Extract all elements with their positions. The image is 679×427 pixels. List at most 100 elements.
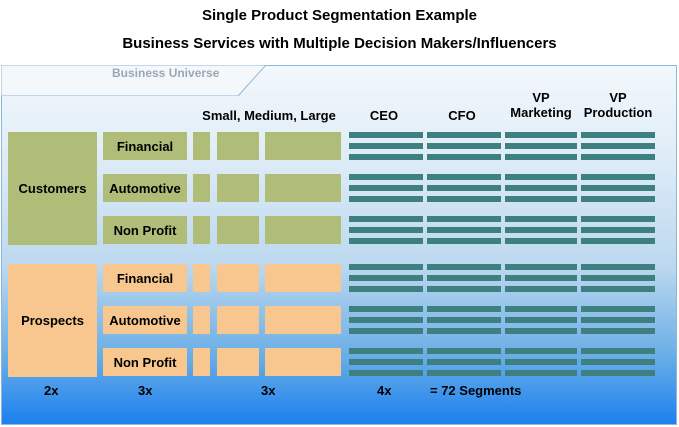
role-bar bbox=[505, 359, 577, 365]
role-bar bbox=[581, 154, 655, 160]
business-universe-label: Business Universe bbox=[112, 66, 220, 80]
role-bar bbox=[581, 370, 655, 376]
role-bar bbox=[349, 359, 423, 365]
role-bar bbox=[581, 286, 655, 292]
business-universe-tab bbox=[1, 65, 266, 96]
industry-block bbox=[103, 348, 187, 376]
role-bar bbox=[505, 317, 577, 323]
role-bar bbox=[427, 238, 501, 244]
role-bar bbox=[581, 132, 655, 138]
role-bar bbox=[349, 306, 423, 312]
industry-block bbox=[103, 264, 187, 292]
role-bar bbox=[349, 317, 423, 323]
role-bar bbox=[427, 227, 501, 233]
diagram-subtitle: Business Services with Multiple Decision… bbox=[122, 35, 557, 52]
role-bar bbox=[427, 216, 501, 222]
size-block bbox=[217, 216, 259, 244]
size-block bbox=[217, 132, 259, 160]
industry-label: Automotive bbox=[109, 180, 181, 196]
role-bar bbox=[505, 185, 577, 191]
role-bar bbox=[505, 264, 577, 270]
role-bar bbox=[505, 196, 577, 202]
industry-block bbox=[103, 174, 187, 202]
size-block bbox=[193, 132, 210, 160]
size-block bbox=[217, 264, 259, 292]
role-bar bbox=[349, 275, 423, 281]
role-bar bbox=[581, 174, 655, 180]
header-size: Small, Medium, Large bbox=[202, 108, 336, 123]
header-vp-production: VP Production bbox=[583, 90, 653, 120]
size-block bbox=[265, 216, 341, 244]
role-bar bbox=[505, 132, 577, 138]
header-ceo: CEO bbox=[369, 108, 399, 123]
count-total: = 72 Segments bbox=[430, 383, 522, 398]
role-bar bbox=[349, 154, 423, 160]
industry-label: Non Profit bbox=[113, 222, 177, 238]
header-cfo: CFO bbox=[448, 108, 476, 123]
industry-label: Financial bbox=[116, 270, 174, 286]
role-bar bbox=[427, 370, 501, 376]
role-bar bbox=[427, 328, 501, 334]
role-bar bbox=[505, 306, 577, 312]
size-block bbox=[217, 348, 259, 376]
role-bar bbox=[427, 359, 501, 365]
role-bar bbox=[505, 154, 577, 160]
role-bar bbox=[349, 132, 423, 138]
group-block-prospects bbox=[8, 264, 97, 377]
role-bar bbox=[427, 264, 501, 270]
role-bar bbox=[427, 306, 501, 312]
role-bar bbox=[581, 348, 655, 354]
role-bar bbox=[581, 238, 655, 244]
role-bar bbox=[349, 174, 423, 180]
role-bar bbox=[427, 132, 501, 138]
industry-block bbox=[103, 306, 187, 334]
count-industries: 3x bbox=[138, 383, 153, 398]
role-bar bbox=[349, 286, 423, 292]
role-bar bbox=[349, 185, 423, 191]
role-bar bbox=[581, 275, 655, 281]
role-bar bbox=[505, 348, 577, 354]
role-bar bbox=[349, 348, 423, 354]
industry-label: Automotive bbox=[109, 312, 181, 328]
size-block bbox=[193, 216, 210, 244]
role-bar bbox=[581, 196, 655, 202]
role-bar bbox=[505, 227, 577, 233]
role-bar bbox=[505, 216, 577, 222]
size-block bbox=[193, 348, 210, 376]
role-bar bbox=[349, 328, 423, 334]
role-bar bbox=[349, 370, 423, 376]
role-bar bbox=[505, 370, 577, 376]
size-block bbox=[193, 264, 210, 292]
role-bar bbox=[427, 286, 501, 292]
group-label-customers: Customers bbox=[18, 181, 87, 196]
role-bar bbox=[581, 317, 655, 323]
count-sizes: 3x bbox=[261, 383, 276, 398]
size-block bbox=[217, 174, 259, 202]
role-bar bbox=[581, 328, 655, 334]
role-bar bbox=[349, 264, 423, 270]
role-bar bbox=[505, 174, 577, 180]
role-bar bbox=[349, 227, 423, 233]
group-label-prospects: Prospects bbox=[21, 313, 84, 328]
size-block bbox=[193, 174, 210, 202]
count-groups: 2x bbox=[44, 383, 59, 398]
size-block bbox=[193, 306, 210, 334]
size-block bbox=[265, 132, 341, 160]
role-bar bbox=[581, 185, 655, 191]
role-bar bbox=[349, 143, 423, 149]
role-bar bbox=[505, 143, 577, 149]
role-bar bbox=[427, 154, 501, 160]
role-bar bbox=[427, 185, 501, 191]
role-bar bbox=[581, 227, 655, 233]
role-bar bbox=[427, 196, 501, 202]
role-bar bbox=[505, 328, 577, 334]
role-bar bbox=[581, 216, 655, 222]
group-block-customers bbox=[8, 132, 97, 245]
size-block bbox=[217, 306, 259, 334]
size-block bbox=[265, 348, 341, 376]
role-bar bbox=[427, 143, 501, 149]
industry-block bbox=[103, 216, 187, 244]
industry-label: Financial bbox=[116, 138, 174, 154]
role-bar bbox=[505, 238, 577, 244]
size-block bbox=[265, 306, 341, 334]
